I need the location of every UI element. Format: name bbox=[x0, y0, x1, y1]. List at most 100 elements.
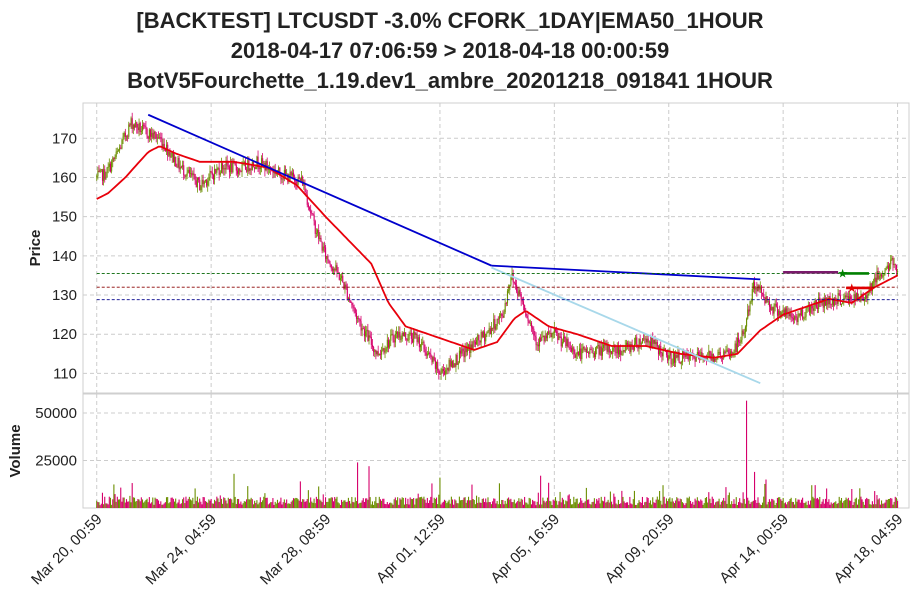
candle-body bbox=[200, 186, 202, 191]
volume-bar bbox=[535, 505, 537, 508]
candle-body bbox=[376, 351, 378, 355]
candle-body bbox=[201, 179, 203, 187]
volume-bar bbox=[164, 502, 166, 508]
candle-body bbox=[438, 370, 440, 375]
volume-bar bbox=[770, 501, 772, 508]
volume-bar bbox=[526, 502, 528, 508]
volume-bar bbox=[402, 497, 404, 508]
candle-body bbox=[604, 344, 606, 346]
candle-body bbox=[767, 301, 769, 303]
candle-body bbox=[542, 335, 544, 337]
candle-body bbox=[346, 288, 348, 299]
volume-panel bbox=[82, 393, 910, 509]
volume-bar bbox=[710, 503, 712, 508]
candle-body bbox=[105, 177, 107, 180]
volume-bar bbox=[649, 500, 651, 508]
volume-bar bbox=[590, 504, 592, 508]
volume-bar bbox=[514, 503, 516, 508]
candle-body bbox=[304, 183, 306, 193]
candle-body bbox=[145, 126, 147, 129]
volume-bar bbox=[453, 504, 455, 508]
candle-body bbox=[342, 275, 344, 283]
volume-bar bbox=[474, 504, 476, 508]
volume-bar bbox=[493, 498, 495, 508]
volume-bar bbox=[800, 499, 803, 508]
volume-bar bbox=[610, 501, 613, 508]
volume-bar bbox=[525, 502, 527, 508]
candle-body bbox=[249, 168, 251, 171]
candle-body bbox=[424, 349, 426, 353]
volume-bar bbox=[570, 504, 573, 508]
volume-bar bbox=[400, 499, 402, 508]
volume-bar bbox=[503, 504, 505, 508]
candle-body bbox=[646, 338, 648, 343]
candle-body bbox=[352, 305, 354, 308]
candle-body bbox=[144, 125, 146, 127]
volume-bar bbox=[803, 502, 805, 508]
volume-bar bbox=[824, 498, 827, 508]
volume-bar bbox=[135, 501, 137, 508]
volume-bar bbox=[508, 497, 510, 508]
candle-body bbox=[320, 237, 322, 242]
volume-bar bbox=[151, 502, 153, 508]
candle-body bbox=[161, 138, 163, 148]
volume-bar bbox=[149, 503, 152, 508]
volume-bar bbox=[729, 504, 732, 508]
volume-bar bbox=[97, 502, 99, 508]
candle-body bbox=[573, 347, 575, 355]
volume-bar bbox=[625, 502, 627, 508]
volume-bar bbox=[304, 501, 306, 508]
volume-bar bbox=[418, 497, 420, 508]
candle-body bbox=[390, 334, 392, 341]
volume-bar bbox=[368, 466, 370, 508]
volume-bar bbox=[231, 499, 233, 508]
candle-body bbox=[151, 132, 153, 137]
volume-bar bbox=[429, 500, 431, 508]
volume-bar bbox=[318, 486, 320, 508]
candle-body bbox=[664, 348, 666, 351]
candle-body bbox=[415, 333, 417, 335]
volume-bar bbox=[662, 485, 664, 508]
candle-body bbox=[615, 351, 617, 354]
candle-body bbox=[365, 331, 367, 337]
volume-bars-group bbox=[96, 400, 899, 508]
candle-body bbox=[778, 310, 780, 316]
volume-bar bbox=[852, 504, 854, 508]
candle-body bbox=[715, 358, 717, 360]
volume-bar bbox=[679, 498, 681, 508]
candle-body bbox=[445, 369, 447, 375]
candle-body bbox=[595, 348, 597, 358]
candle-body bbox=[481, 332, 483, 338]
candle-body bbox=[750, 301, 752, 303]
candle-body bbox=[224, 168, 226, 170]
volume-bar bbox=[459, 500, 462, 508]
volume-bar bbox=[292, 498, 295, 508]
volume-bar bbox=[192, 497, 194, 508]
candle-body bbox=[335, 265, 337, 271]
candle-body bbox=[883, 274, 885, 276]
volume-bar bbox=[391, 503, 393, 508]
volume-bar bbox=[319, 499, 321, 508]
volume-bar bbox=[871, 501, 873, 508]
candle-body bbox=[468, 344, 470, 349]
volume-bar bbox=[398, 504, 400, 508]
candle-body bbox=[775, 303, 777, 307]
candle-body bbox=[503, 312, 505, 318]
volume-bar bbox=[778, 497, 780, 508]
volume-bar bbox=[443, 499, 446, 508]
candle-body bbox=[875, 277, 877, 283]
volume-bar bbox=[808, 504, 811, 508]
volume-bar bbox=[165, 497, 168, 508]
volume-bar bbox=[506, 498, 508, 508]
candle-body bbox=[452, 361, 454, 368]
volume-bar bbox=[311, 501, 313, 508]
candle-body bbox=[837, 293, 839, 304]
candle-body bbox=[677, 351, 679, 358]
price-axis-label: Price bbox=[27, 230, 44, 267]
volume-bar bbox=[815, 498, 817, 508]
volume-bar bbox=[334, 497, 336, 508]
candle-body bbox=[202, 179, 204, 185]
candle-body bbox=[741, 330, 743, 340]
volume-bar bbox=[894, 496, 896, 508]
candle-body bbox=[635, 337, 637, 344]
